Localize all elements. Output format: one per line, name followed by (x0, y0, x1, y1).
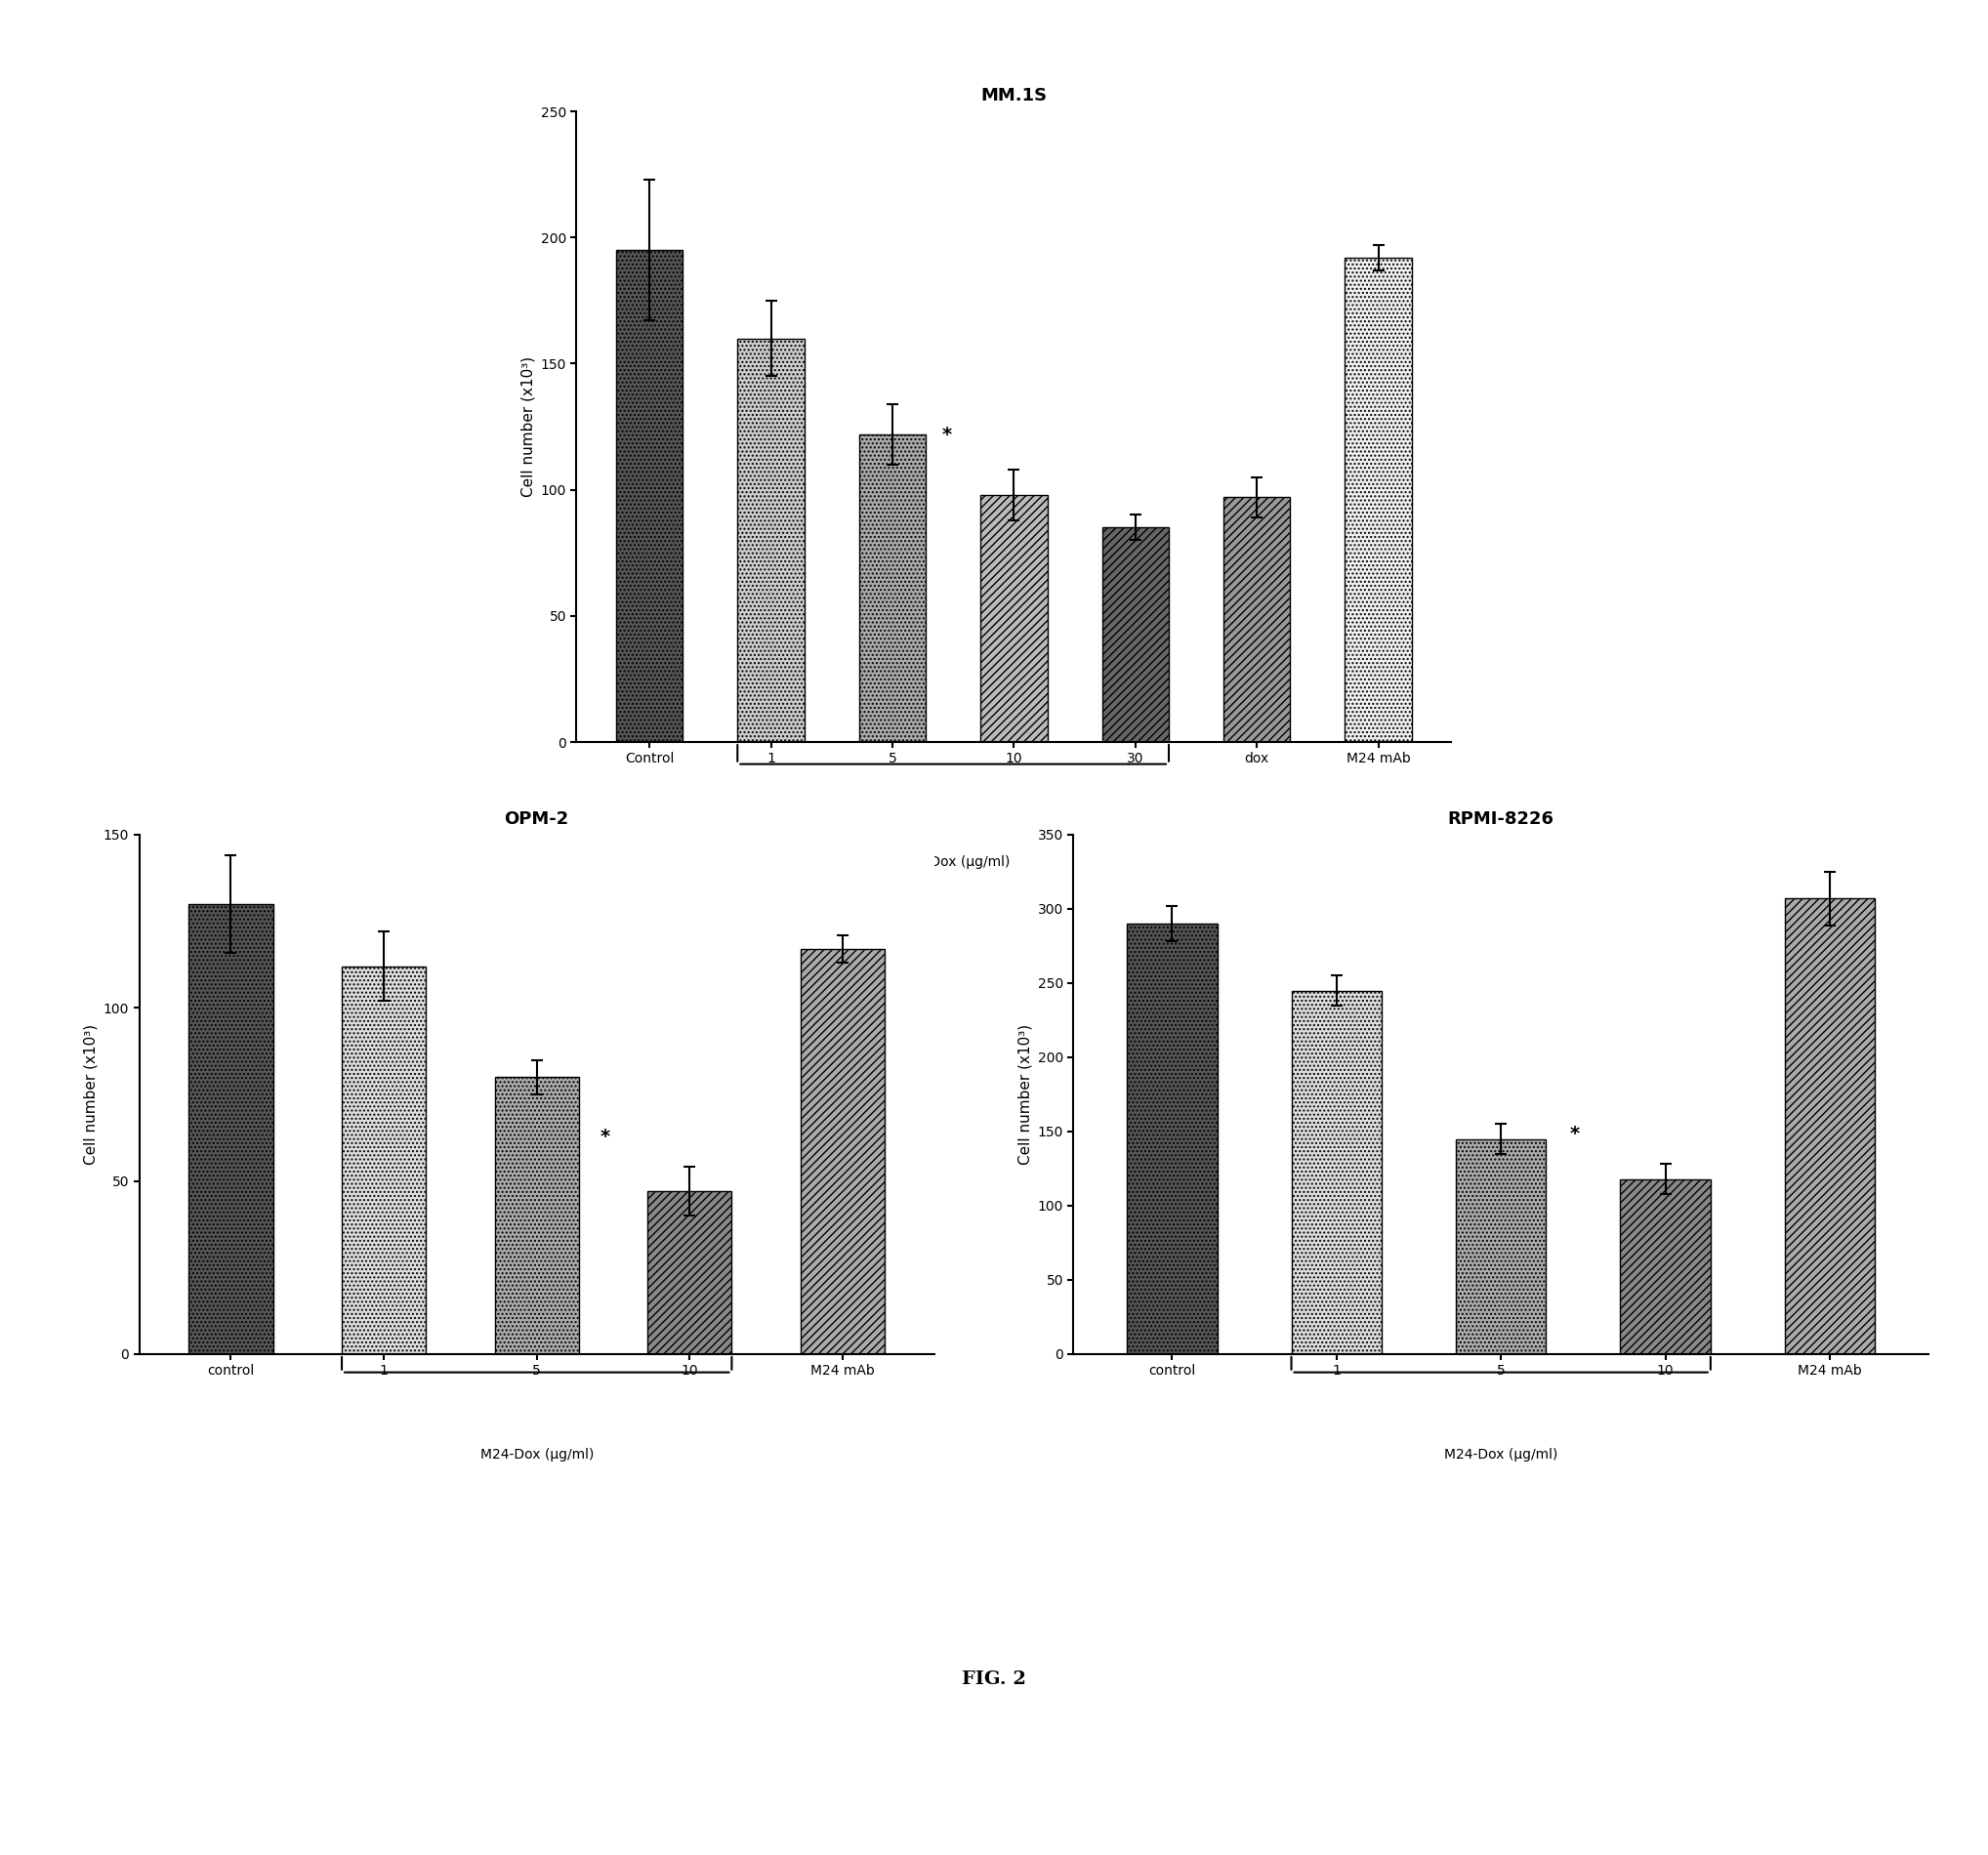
Bar (1223, 497, 1290, 742)
Bar (801, 950, 885, 1354)
Bar (616, 250, 682, 742)
Text: *: * (942, 427, 952, 445)
Bar (648, 1191, 732, 1354)
Bar (495, 1078, 579, 1354)
Text: *: * (600, 1128, 610, 1146)
Bar (1620, 1180, 1710, 1354)
Text: M24-Dox (μg/ml): M24-Dox (μg/ml) (479, 1447, 594, 1462)
Bar (859, 434, 926, 742)
Bar (1455, 1139, 1547, 1354)
Bar (980, 495, 1048, 742)
Y-axis label: Cell number (x10³): Cell number (x10³) (521, 356, 535, 497)
Title: OPM-2: OPM-2 (505, 811, 569, 827)
Title: MM.1S: MM.1S (980, 87, 1048, 104)
Y-axis label: Cell number (x10³): Cell number (x10³) (1018, 1024, 1032, 1165)
Title: RPMI-8226: RPMI-8226 (1447, 811, 1555, 827)
Bar (1785, 898, 1875, 1354)
Bar (1346, 258, 1411, 742)
Bar (1127, 924, 1217, 1354)
Text: FIG. 2: FIG. 2 (962, 1671, 1026, 1688)
Text: *: * (1571, 1124, 1580, 1143)
Bar (1101, 527, 1169, 742)
Y-axis label: Cell number (x10³): Cell number (x10³) (83, 1024, 97, 1165)
Bar (342, 966, 425, 1354)
Bar (1292, 991, 1382, 1354)
Text: M24-Dox (μg/ml): M24-Dox (μg/ml) (897, 855, 1010, 870)
Bar (738, 338, 805, 742)
Bar (189, 903, 272, 1354)
Text: M24-Dox (μg/ml): M24-Dox (μg/ml) (1443, 1447, 1559, 1462)
